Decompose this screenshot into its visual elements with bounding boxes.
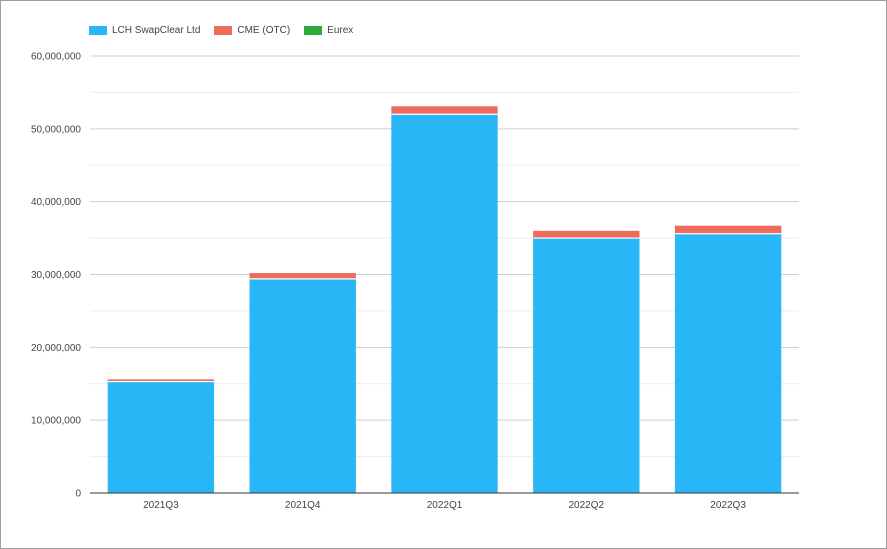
x-tick-label: 2022Q1 (427, 500, 463, 511)
legend-swatch-eurex (304, 25, 323, 35)
legend-label-lch: LCH SwapClear Ltd (112, 24, 201, 36)
bar-segment (391, 114, 498, 494)
bar-segment (674, 225, 782, 234)
y-tick-label: 30,000,000 (31, 270, 81, 281)
y-tick-label: 60,000,000 (31, 52, 81, 63)
legend: LCH SwapClear Ltd CME (OTC) Eurex (89, 23, 353, 37)
legend-item-cme[interactable]: CME (OTC) (214, 25, 290, 36)
x-tick-label: 2022Q2 (569, 500, 605, 511)
y-tick-label: 50,000,000 (31, 124, 81, 135)
y-tick-label: 10,000,000 (31, 416, 81, 427)
legend-item-eurex[interactable]: Eurex (304, 25, 353, 36)
bar-segment (249, 273, 356, 279)
y-tick-label: 0 (75, 489, 81, 500)
bar-segment (249, 278, 356, 493)
bar-segment (107, 379, 215, 382)
x-tick-label: 2022Q3 (710, 500, 746, 511)
legend-label-eurex: Eurex (327, 24, 354, 36)
y-tick-label: 20,000,000 (31, 343, 81, 354)
bar-segment (533, 230, 640, 239)
y-tick-label: 40,000,000 (31, 197, 81, 208)
legend-swatch-lch (89, 25, 107, 35)
x-tick-label: 2021Q3 (143, 500, 179, 511)
legend-label-cme: CME (OTC) (237, 24, 291, 36)
bar-segment (533, 238, 640, 493)
legend-item-lch[interactable]: LCH SwapClear Ltd (89, 25, 200, 36)
bar-segment (674, 233, 782, 494)
legend-swatch-cme (214, 25, 233, 35)
x-tick-label: 2021Q4 (285, 500, 321, 511)
bar-segment (391, 106, 498, 115)
bar-segment (107, 381, 215, 493)
